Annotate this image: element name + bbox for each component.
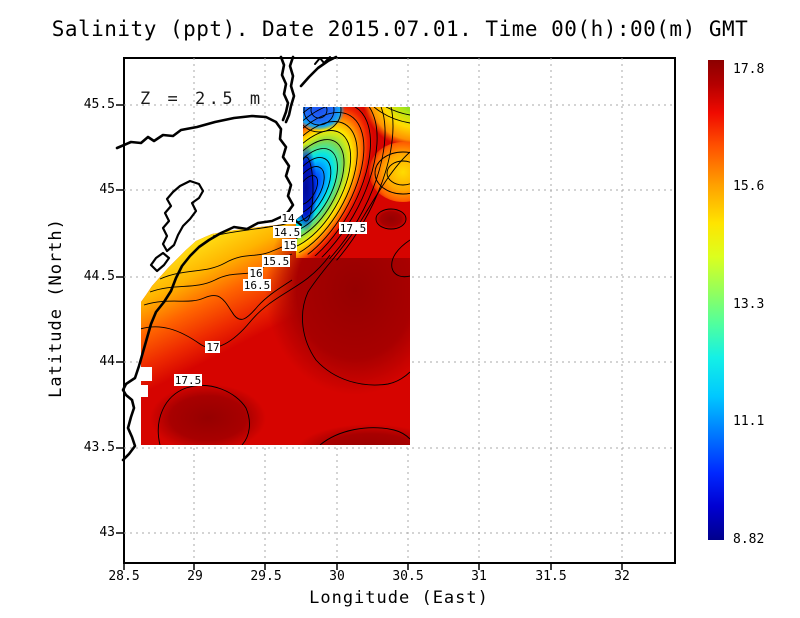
svg-text:15: 15 xyxy=(283,239,296,252)
y-tick-label: 45.5 xyxy=(83,97,115,112)
svg-text:16.5: 16.5 xyxy=(244,279,271,292)
contour-label: 17.5 xyxy=(339,222,367,235)
depth-annotation: Z = 2.5 m xyxy=(140,89,264,109)
x-tick-label: 31.5 xyxy=(535,569,567,584)
svg-text:15.5: 15.5 xyxy=(263,255,290,268)
x-tick-label: 29 xyxy=(187,569,203,584)
svg-text:17.5: 17.5 xyxy=(175,374,202,387)
plot-title: Salinity (ppt). Date 2015.07.01. Time 00… xyxy=(51,17,749,41)
colorbar-tick-label: 15.6 xyxy=(733,179,765,194)
svg-text:17: 17 xyxy=(206,341,219,354)
x-tick-label: 29.5 xyxy=(250,569,282,584)
colorbar-tick-label: 11.1 xyxy=(733,414,765,429)
y-tick-label: 43.5 xyxy=(83,440,115,455)
contour-label: 16.5 xyxy=(243,279,271,292)
svg-text:16: 16 xyxy=(249,267,262,280)
contour-label: 16 xyxy=(248,267,263,280)
colorbar xyxy=(708,60,724,540)
x-tick-label: 30.5 xyxy=(392,569,424,584)
contour-label: 14.5 xyxy=(273,226,301,239)
colorbar-tick-label: 17.8 xyxy=(733,62,765,77)
contour-labels: 14 14.5 15 15.5 16 16.5 xyxy=(174,212,367,387)
colorbar-tick-label: 13.3 xyxy=(733,297,765,312)
contour-label: 17 xyxy=(205,341,220,354)
x-tick-label: 30 xyxy=(329,569,345,584)
contour-label: 17.5 xyxy=(174,374,202,387)
x-tick-label: 28.5 xyxy=(108,569,140,584)
svg-text:14: 14 xyxy=(281,212,295,225)
colorbar-tick-label: 8.82 xyxy=(733,532,765,547)
y-tick-label: 43 xyxy=(99,525,115,540)
contour-label: 14 xyxy=(281,212,296,225)
x-tick-label: 32 xyxy=(614,569,630,584)
contour-label: 15.5 xyxy=(262,255,290,268)
contour-label: 15 xyxy=(282,239,297,252)
x-tick-label: 31 xyxy=(471,569,487,584)
axis-ticks xyxy=(116,104,623,570)
x-axis-label: Longitude (East) xyxy=(309,588,489,608)
y-tick-label: 44 xyxy=(99,354,115,369)
y-tick-label: 45 xyxy=(99,182,115,197)
y-tick-label: 44.5 xyxy=(83,269,115,284)
svg-text:17.5: 17.5 xyxy=(340,222,367,235)
svg-text:14.5: 14.5 xyxy=(274,226,301,239)
